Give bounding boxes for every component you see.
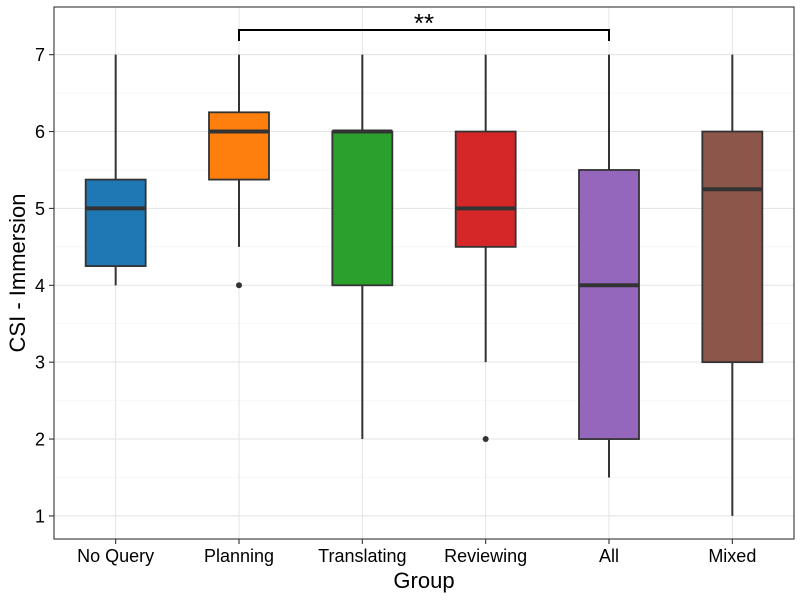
outlier-point [236,282,242,289]
box-reviewing [454,54,517,443]
significance-annotations: ** [238,8,610,41]
x-tick-label: Mixed [708,546,756,566]
box-iqr [331,130,394,287]
y-tick-label: 6 [35,122,45,142]
box-translating [331,54,394,440]
y-tick-label: 3 [35,353,45,373]
x-tick-label: All [599,546,619,566]
y-axis-title: CSI - Immersion [5,194,30,353]
significance-label: ** [414,8,434,38]
significance-bracket [238,29,610,41]
x-axis-title: Group [393,568,454,593]
x-axis-ticks: No Query Planning Translating Reviewing All M… [77,539,756,566]
box-iqr [208,111,270,181]
box-mixed [701,54,764,516]
x-tick-label: No Query [77,546,154,566]
box-no-query [84,54,147,286]
y-tick-label: 5 [35,199,45,219]
box-series [84,54,764,516]
x-tick-label: Translating [318,546,406,566]
box-iqr [578,169,640,440]
plot-panel-border [53,6,795,540]
box-all [578,54,640,478]
x-tick-label: Planning [204,546,274,566]
y-axis-ticks: 1 2 3 4 5 6 7 [35,45,54,526]
y-tick-label: 2 [35,430,45,450]
y-tick-label: 7 [35,45,45,65]
box-iqr [701,130,764,364]
y-tick-label: 1 [35,506,45,526]
box-iqr [84,178,147,267]
x-tick-label: Reviewing [444,546,527,566]
y-tick-label: 4 [35,276,45,296]
box-planning [208,54,270,289]
box-iqr [454,130,517,248]
outlier-point [482,436,489,443]
